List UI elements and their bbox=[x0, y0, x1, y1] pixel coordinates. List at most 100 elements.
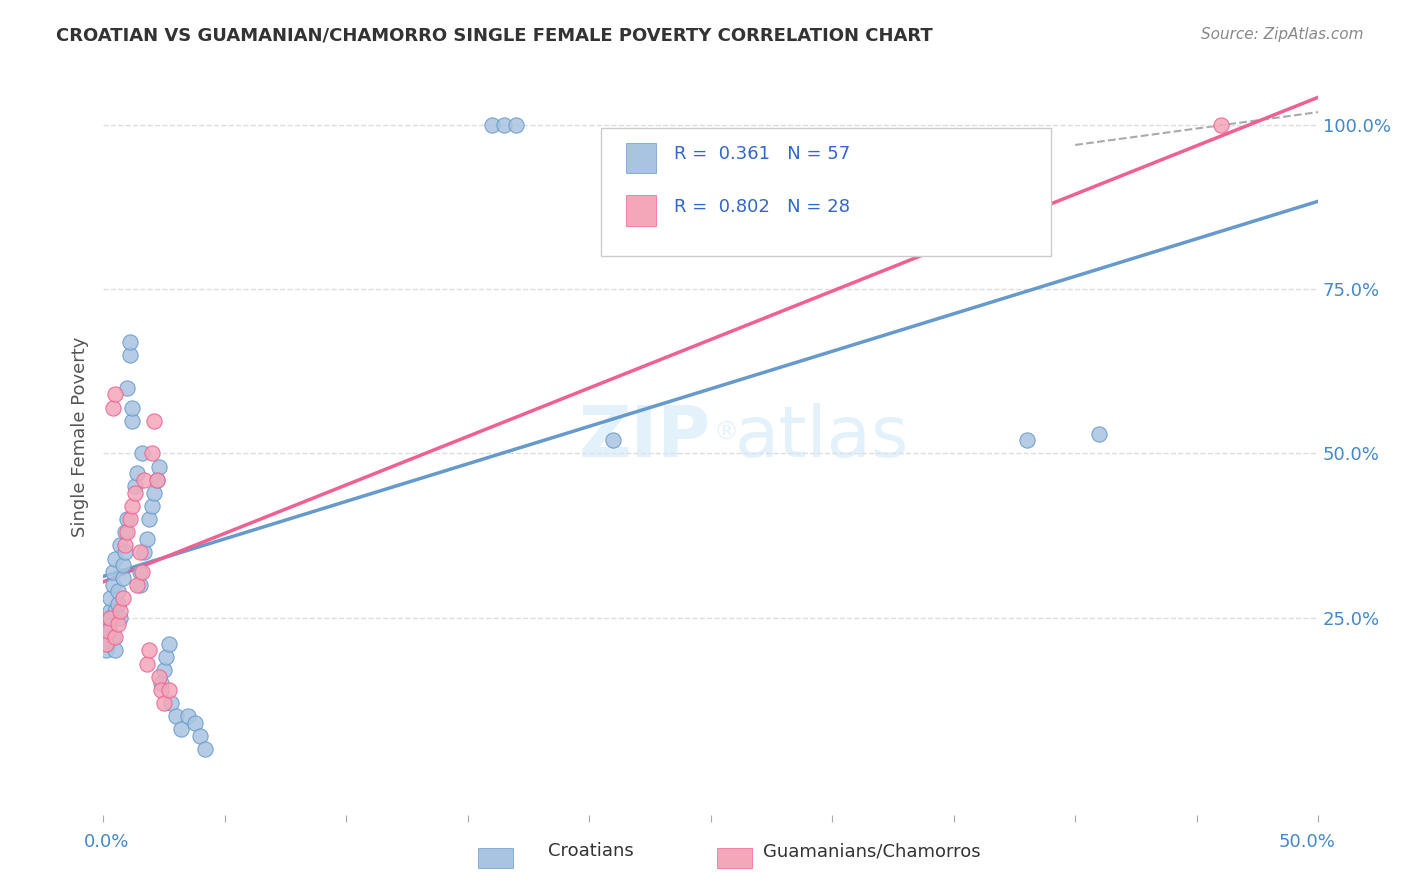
Point bbox=[135, 532, 157, 546]
Point bbox=[1209, 118, 1232, 132]
Point bbox=[143, 414, 166, 428]
Point bbox=[104, 551, 127, 566]
Point bbox=[107, 598, 129, 612]
Point bbox=[111, 591, 134, 605]
Point bbox=[124, 479, 146, 493]
Point bbox=[100, 591, 122, 605]
Point bbox=[150, 676, 173, 690]
Text: Guamanians/Chamorros: Guamanians/Chamorros bbox=[763, 842, 980, 860]
Point bbox=[101, 401, 124, 415]
Point bbox=[150, 682, 173, 697]
Point bbox=[97, 637, 120, 651]
Point bbox=[121, 401, 143, 415]
Point bbox=[117, 512, 139, 526]
Point bbox=[114, 545, 136, 559]
Text: Source: ZipAtlas.com: Source: ZipAtlas.com bbox=[1201, 27, 1364, 42]
Point bbox=[131, 565, 153, 579]
Point bbox=[108, 610, 131, 624]
Text: 50.0%: 50.0% bbox=[1279, 833, 1336, 851]
Point bbox=[97, 624, 120, 638]
Point bbox=[101, 565, 124, 579]
Point bbox=[505, 118, 527, 132]
Point bbox=[157, 682, 180, 697]
Point bbox=[121, 414, 143, 428]
Point bbox=[157, 637, 180, 651]
Point bbox=[118, 512, 141, 526]
Point bbox=[111, 558, 134, 573]
Point bbox=[128, 565, 150, 579]
Text: CROATIAN VS GUAMANIAN/CHAMORRO SINGLE FEMALE POVERTY CORRELATION CHART: CROATIAN VS GUAMANIAN/CHAMORRO SINGLE FE… bbox=[56, 27, 934, 45]
Point bbox=[138, 512, 160, 526]
Text: R =  0.802   N = 28: R = 0.802 N = 28 bbox=[675, 198, 851, 216]
Point bbox=[100, 610, 122, 624]
Point bbox=[188, 729, 211, 743]
Point bbox=[155, 650, 177, 665]
Point bbox=[194, 742, 217, 756]
Point bbox=[127, 578, 149, 592]
Point bbox=[494, 118, 516, 132]
FancyBboxPatch shape bbox=[626, 143, 657, 173]
Point bbox=[128, 578, 150, 592]
Point bbox=[1088, 426, 1111, 441]
Point bbox=[170, 723, 193, 737]
Point bbox=[141, 446, 163, 460]
Point bbox=[97, 617, 120, 632]
Point bbox=[101, 578, 124, 592]
Point bbox=[111, 571, 134, 585]
Point bbox=[1015, 434, 1038, 448]
Point bbox=[108, 604, 131, 618]
Point bbox=[97, 610, 120, 624]
Point bbox=[101, 630, 124, 644]
FancyBboxPatch shape bbox=[626, 195, 657, 226]
Point bbox=[104, 643, 127, 657]
Point bbox=[121, 499, 143, 513]
Point bbox=[153, 663, 176, 677]
Point bbox=[104, 630, 127, 644]
Point bbox=[107, 584, 129, 599]
Point bbox=[94, 630, 117, 644]
Text: Croatians: Croatians bbox=[548, 842, 633, 860]
Point bbox=[127, 466, 149, 480]
Text: ZIP: ZIP bbox=[578, 402, 710, 472]
Point bbox=[117, 381, 139, 395]
Point bbox=[114, 525, 136, 540]
Point bbox=[145, 473, 167, 487]
Point bbox=[114, 538, 136, 552]
Point bbox=[160, 696, 183, 710]
Text: atlas: atlas bbox=[735, 402, 910, 472]
Point bbox=[481, 118, 503, 132]
Point bbox=[135, 657, 157, 671]
Text: 0.0%: 0.0% bbox=[84, 833, 129, 851]
Point bbox=[104, 387, 127, 401]
Point bbox=[148, 459, 170, 474]
Point bbox=[145, 473, 167, 487]
Point bbox=[138, 643, 160, 657]
Point bbox=[141, 499, 163, 513]
FancyBboxPatch shape bbox=[602, 128, 1050, 256]
Point bbox=[124, 486, 146, 500]
Point bbox=[100, 604, 122, 618]
Y-axis label: Single Female Poverty: Single Female Poverty bbox=[72, 337, 89, 537]
Point bbox=[108, 538, 131, 552]
Point bbox=[184, 715, 207, 730]
Point bbox=[177, 709, 200, 723]
Point bbox=[131, 446, 153, 460]
Point bbox=[602, 434, 624, 448]
Point bbox=[94, 637, 117, 651]
Point bbox=[100, 624, 122, 638]
Point bbox=[94, 643, 117, 657]
Text: ®: ® bbox=[713, 421, 738, 445]
Point bbox=[134, 545, 156, 559]
Point bbox=[153, 696, 176, 710]
Point bbox=[107, 617, 129, 632]
Point bbox=[117, 525, 139, 540]
Point bbox=[165, 709, 187, 723]
Point bbox=[118, 334, 141, 349]
Point bbox=[104, 604, 127, 618]
Point bbox=[128, 545, 150, 559]
Point bbox=[148, 670, 170, 684]
Point bbox=[118, 348, 141, 362]
Point bbox=[143, 486, 166, 500]
Point bbox=[134, 473, 156, 487]
Text: R =  0.361   N = 57: R = 0.361 N = 57 bbox=[675, 145, 851, 163]
